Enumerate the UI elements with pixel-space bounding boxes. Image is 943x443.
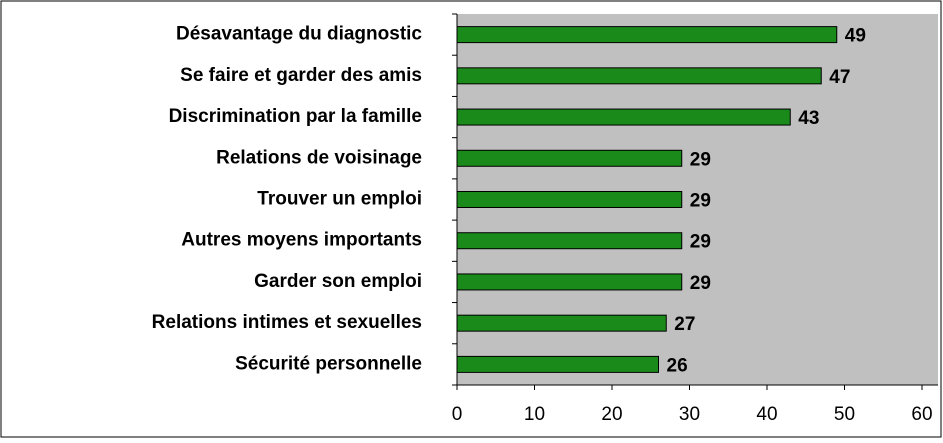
value-label: 49: [845, 26, 866, 47]
y-tick-label: Relations intimes et sexuelles: [152, 312, 422, 333]
x-tick-label: 40: [756, 404, 777, 425]
x-tick-label: 10: [524, 404, 545, 425]
value-label: 47: [829, 67, 850, 88]
bar: [456, 108, 791, 126]
y-tick-label: Discrimination par la famille: [169, 106, 422, 127]
bar: [456, 26, 838, 44]
value-label: 29: [690, 191, 711, 212]
bar: [456, 232, 683, 250]
x-tick-label: 50: [834, 404, 855, 425]
x-tick-label: 60: [911, 404, 932, 425]
y-tick-label: Sécurité personnelle: [235, 353, 422, 374]
bar: [456, 314, 667, 332]
y-tick-label: Relations de voisinage: [216, 147, 422, 168]
x-tick-label: 0: [452, 404, 463, 425]
value-label: 29: [690, 232, 711, 253]
x-tick-label: 20: [601, 404, 622, 425]
y-tick-label: Trouver un emploi: [257, 189, 422, 210]
value-label: 27: [674, 314, 695, 335]
bar: [456, 273, 683, 291]
value-label: 29: [690, 149, 711, 170]
bar: [456, 191, 683, 208]
x-tick-label: 30: [679, 404, 700, 425]
y-tick-label: Garder son emploi: [254, 271, 422, 292]
y-tick-label: Désavantage du diagnostic: [176, 24, 422, 45]
bar: [456, 355, 659, 373]
y-tick-label: Se faire et garder des amis: [180, 65, 422, 86]
value-label: 26: [667, 355, 688, 376]
y-tick-label: Autres moyens importants: [181, 230, 422, 251]
bar: [456, 67, 822, 85]
bar: [456, 149, 683, 167]
value-label: 29: [690, 273, 711, 294]
value-label: 43: [798, 108, 819, 129]
